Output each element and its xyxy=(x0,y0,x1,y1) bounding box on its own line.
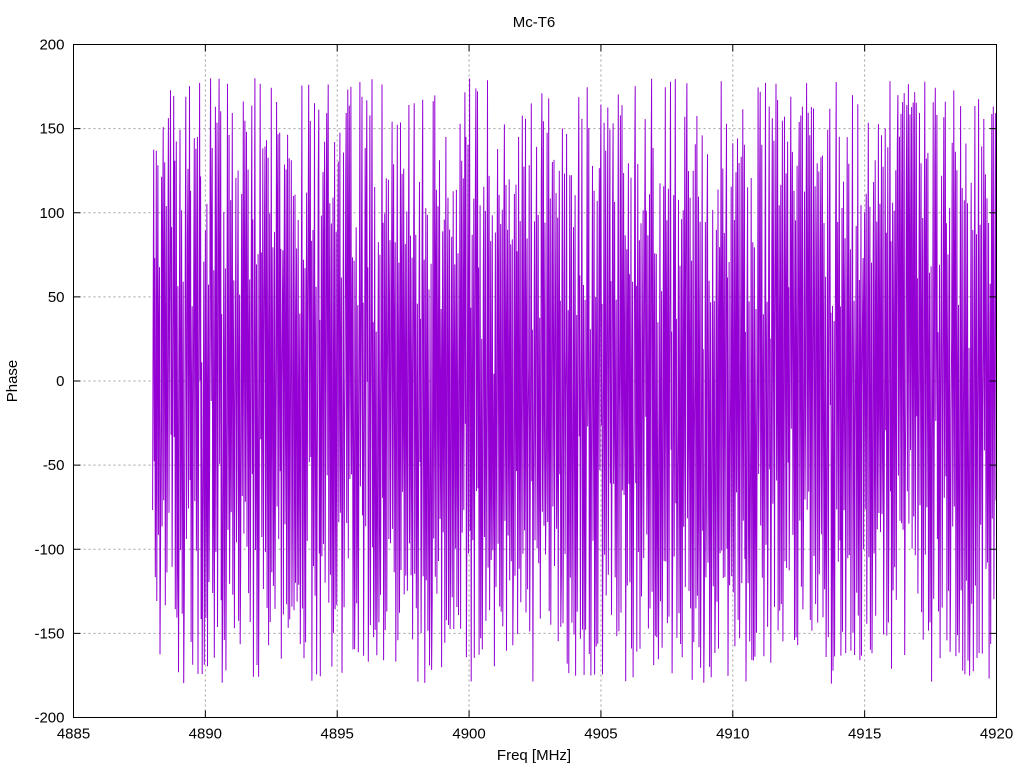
chart-title: Mc-T6 xyxy=(513,14,556,31)
x-tick-label: 4895 xyxy=(321,726,354,743)
x-tick-label: 4905 xyxy=(584,726,617,743)
x-tick-label: 4915 xyxy=(848,726,881,743)
x-tick-label: 4900 xyxy=(452,726,485,743)
y-tick-label: 150 xyxy=(39,121,64,138)
x-tick-label: 4885 xyxy=(57,726,90,743)
x-tick-label: 4920 xyxy=(980,726,1013,743)
phase-series-line xyxy=(152,78,997,684)
y-tick-label: 100 xyxy=(39,205,64,222)
x-tick-label: 4890 xyxy=(189,726,222,743)
y-tick-label: -150 xyxy=(34,625,64,642)
y-tick-label: -200 xyxy=(34,710,64,727)
y-axis-label: Phase xyxy=(4,360,21,403)
series-layer xyxy=(152,78,997,684)
y-tick-labels: -200 -150 -100 -50 0 50 100 150 200 xyxy=(34,37,64,727)
y-tick-label: -50 xyxy=(43,457,65,474)
x-tick-label: 4910 xyxy=(716,726,749,743)
y-tick-label: -100 xyxy=(34,541,64,558)
x-axis-label: Freq [MHz] xyxy=(497,747,571,764)
y-tick-label: 50 xyxy=(48,289,65,306)
y-tick-label: 200 xyxy=(39,37,64,54)
axis-ticks xyxy=(73,44,997,718)
x-tick-labels: 4885 4890 4895 4900 4905 4910 4915 4920 xyxy=(57,726,1013,743)
y-tick-label: 0 xyxy=(56,373,64,390)
